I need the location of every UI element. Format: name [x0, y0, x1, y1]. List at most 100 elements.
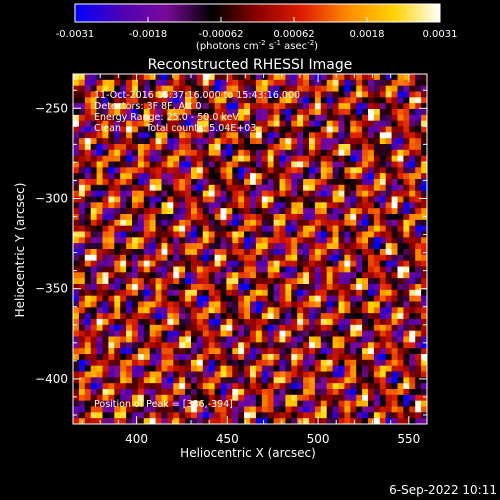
heatmap-cell	[185, 284, 192, 291]
heatmap-cell	[415, 278, 422, 285]
heatmap-cell	[409, 74, 416, 81]
heatmap-cell	[108, 97, 115, 104]
heatmap-cell	[350, 161, 357, 168]
heatmap-cell	[226, 219, 233, 226]
heatmap-cell	[214, 184, 221, 191]
heatmap-cell	[173, 114, 180, 121]
heatmap-cell	[226, 266, 233, 273]
heatmap-cell	[285, 184, 292, 191]
heatmap-cell	[267, 260, 274, 267]
heatmap-cell	[403, 202, 410, 209]
heatmap-cell	[261, 155, 268, 162]
heatmap-cell	[226, 313, 233, 320]
heatmap-cell	[344, 295, 351, 302]
heatmap-cell	[255, 74, 263, 81]
heatmap-cell	[397, 161, 404, 168]
heatmap-cell	[167, 336, 174, 343]
heatmap-cell	[196, 289, 204, 296]
heatmap-cell	[143, 184, 150, 191]
heatmap-cell	[391, 348, 398, 355]
heatmap-cell	[108, 266, 115, 273]
heatmap-cell	[350, 412, 357, 419]
heatmap-cell	[303, 202, 310, 209]
heatmap-cell	[173, 400, 180, 407]
heatmap-cell	[73, 149, 80, 156]
heatmap-cell	[96, 295, 103, 302]
heatmap-cell	[238, 114, 245, 121]
heatmap-cell	[173, 208, 180, 215]
heatmap-cell	[220, 120, 227, 127]
heatmap-cell	[114, 336, 121, 343]
heatmap-cell	[250, 272, 257, 279]
heatmap-cell	[73, 103, 80, 110]
heatmap-cell	[167, 319, 174, 326]
heatmap-cell	[314, 155, 322, 162]
heatmap-cell	[261, 284, 268, 291]
heatmap-cell	[73, 196, 80, 203]
heatmap-cell	[84, 342, 91, 349]
heatmap-cell	[397, 126, 404, 133]
heatmap-cell	[326, 278, 333, 285]
heatmap-cell	[161, 371, 168, 378]
heatmap-cell	[173, 190, 180, 197]
heatmap-cell	[267, 155, 274, 162]
heatmap-cell	[344, 85, 351, 92]
heatmap-cell	[167, 359, 174, 366]
heatmap-cell	[149, 307, 156, 314]
heatmap-cell	[173, 219, 180, 226]
heatmap-cell	[196, 301, 204, 308]
heatmap-cell	[202, 132, 209, 139]
heatmap-cell	[167, 371, 174, 378]
heatmap-cell	[273, 225, 280, 232]
heatmap-cell	[238, 138, 245, 145]
heatmap-cell	[161, 400, 168, 407]
heatmap-cell	[379, 132, 386, 139]
heatmap-cell	[132, 138, 139, 145]
heatmap-cell	[314, 389, 322, 396]
heatmap-cell	[84, 120, 91, 127]
heatmap-cell	[261, 219, 268, 226]
heatmap-cell	[214, 418, 221, 425]
heatmap-cell	[320, 196, 327, 203]
heatmap-cell	[362, 149, 369, 156]
heatmap-cell	[397, 231, 404, 238]
heatmap-cell	[208, 284, 215, 291]
heatmap-cell	[149, 371, 156, 378]
heatmap-cell	[320, 272, 327, 279]
heatmap-cell	[368, 324, 375, 331]
heatmap-cell	[344, 120, 351, 127]
heatmap-cell	[179, 348, 186, 355]
heatmap-cell	[397, 179, 404, 186]
heatmap-cell	[179, 144, 186, 151]
heatmap-cell	[320, 190, 327, 197]
heatmap-cell	[108, 418, 115, 425]
heatmap-cell	[385, 301, 392, 308]
heatmap-cell	[202, 412, 209, 419]
heatmap-cell	[173, 167, 180, 174]
heatmap-cell	[279, 79, 286, 86]
heatmap-cell	[409, 167, 416, 174]
heatmap-cell	[220, 301, 227, 308]
heatmap-cell	[84, 225, 91, 232]
heatmap-cell	[362, 243, 369, 250]
heatmap-cell	[403, 412, 410, 419]
heatmap-cell	[108, 412, 115, 419]
heatmap-cell	[220, 149, 227, 156]
heatmap-cell	[84, 138, 91, 145]
heatmap-cell	[108, 184, 115, 191]
heatmap-cell	[108, 103, 115, 110]
heatmap-cell	[261, 167, 268, 174]
heatmap-cell	[78, 412, 86, 419]
heatmap-cell	[397, 272, 404, 279]
heatmap-cell	[309, 324, 316, 331]
heatmap-cell	[202, 184, 209, 191]
heatmap-cell	[403, 295, 410, 302]
heatmap-cell	[350, 120, 357, 127]
heatmap-cell	[185, 324, 192, 331]
heatmap-cell	[338, 109, 345, 116]
heatmap-cell	[202, 144, 209, 151]
heatmap-cell	[350, 336, 357, 343]
heatmap-cell	[267, 120, 274, 127]
heatmap-cell	[379, 266, 386, 273]
heatmap-cell	[261, 97, 268, 104]
